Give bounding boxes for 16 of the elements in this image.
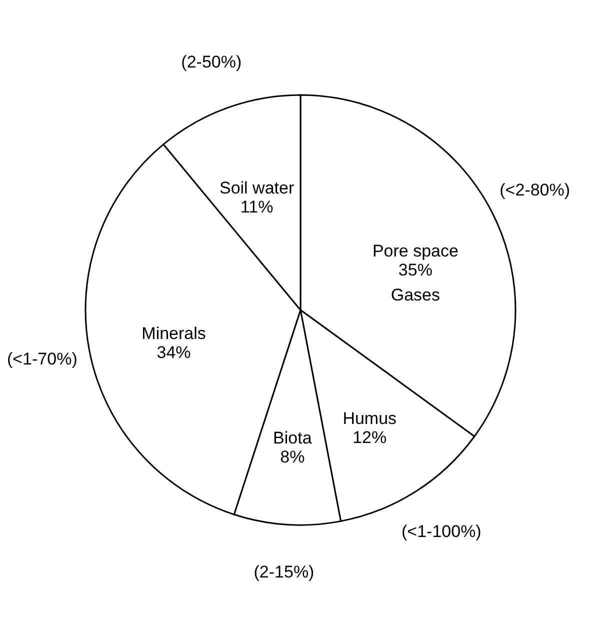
slice-label: Humus <box>342 408 397 428</box>
slice-label: Soil water <box>219 178 294 198</box>
data-label: 34% <box>156 343 191 362</box>
text: (2-15%) <box>254 562 314 582</box>
slice-label: Pore space <box>372 241 458 260</box>
text: (<1-100%) <box>401 522 482 542</box>
text: (2-50%) <box>181 52 242 72</box>
text: (<1-70%) <box>6 349 78 368</box>
data-label: 12% <box>352 428 387 447</box>
data-label: 35% <box>398 260 432 280</box>
text: Gases <box>390 285 440 304</box>
slice-label: Minerals <box>142 324 206 344</box>
data-label: 8% <box>280 448 305 467</box>
slice-label: Biota <box>273 428 312 448</box>
text: (<2-80%) <box>500 180 570 200</box>
data-label: 11% <box>240 198 274 217</box>
